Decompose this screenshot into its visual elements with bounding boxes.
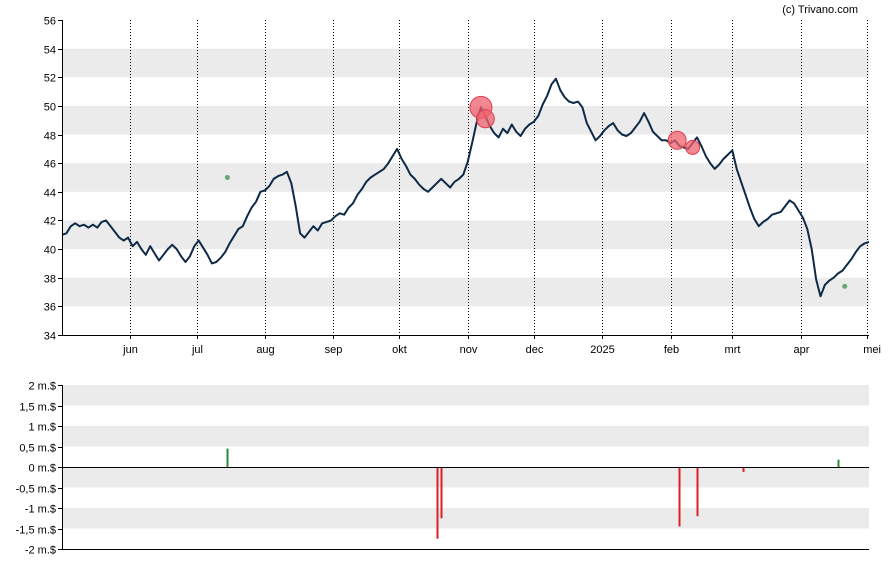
x-tick-label: apr <box>794 344 810 356</box>
price-y-tick-label: 52 <box>44 73 56 85</box>
price-y-tick-labels: 34 36 38 40 42 44 46 48 50 52 54 56 <box>44 16 56 343</box>
price-panel-bands <box>62 48 869 307</box>
x-tick-label: sep <box>325 344 343 356</box>
buy-marker <box>224 175 230 180</box>
x-tick-label: aug <box>256 344 274 356</box>
volume-y-tick-label: -0,5 m.$ <box>16 484 56 496</box>
volume-bars <box>226 448 840 539</box>
volume-y-tick-label: -2 m.$ <box>25 545 56 557</box>
volume-band <box>62 426 869 447</box>
price-y-tick-label: 36 <box>44 302 56 314</box>
sell-marker <box>667 130 687 150</box>
price-band <box>62 48 869 78</box>
price-y-tick-label: 56 <box>44 16 56 28</box>
volume-y-tick-label: -1 m.$ <box>25 504 56 516</box>
x-tick-label: dec <box>526 344 544 356</box>
volume-y-tick-label: -1,5 m.$ <box>16 525 56 537</box>
x-tick-label: nov <box>460 344 478 356</box>
credit-label: (c) Trivano.com <box>782 4 858 16</box>
price-y-tick-label: 38 <box>44 274 56 286</box>
sell-marker <box>475 109 495 129</box>
signal-markers <box>224 95 848 289</box>
x-tick-label: jul <box>191 344 203 356</box>
price-band <box>62 277 869 307</box>
price-y-tick-label: 54 <box>44 45 56 57</box>
x-tick-labels: jun jul aug sep okt nov dec 2025 feb mrt apr mei <box>122 344 881 356</box>
volume-y-tick-label: 2 m.$ <box>28 381 56 393</box>
volume-y-tick-label: 0 m.$ <box>28 463 56 475</box>
volume-y-tick-label: 1,5 m.$ <box>19 402 56 414</box>
volume-band <box>62 467 869 488</box>
price-series-line <box>61 77 870 298</box>
volume-y-tick-label: 1 m.$ <box>28 422 56 434</box>
x-tick-label: mrt <box>725 344 741 356</box>
axes <box>58 20 869 550</box>
price-y-tick-label: 50 <box>44 102 56 114</box>
volume-y-tick-label: 0,5 m.$ <box>19 443 56 455</box>
x-tick-label: okt <box>392 344 407 356</box>
x-tick-label: jun <box>122 344 138 356</box>
price-band <box>62 105 869 135</box>
price-y-tick-label: 42 <box>44 216 56 228</box>
x-tick-label: mei <box>863 344 881 356</box>
price-y-tick-label: 34 <box>44 331 56 343</box>
volume-y-tick-labels: 2 m.$ 1,5 m.$ 1 m.$ 0,5 m.$ 0 m.$ -0,5 m.$ -1 … <box>16 381 56 557</box>
price-y-tick-label: 40 <box>44 245 56 257</box>
buy-marker <box>842 283 848 289</box>
price-y-tick-label: 48 <box>44 131 56 143</box>
volume-band <box>62 385 869 406</box>
price-y-tick-label: 46 <box>44 159 56 171</box>
x-tick-label: 2025 <box>590 344 614 356</box>
volume-band <box>62 508 869 529</box>
sell-marker <box>685 139 701 155</box>
x-tick-label: feb <box>664 344 679 356</box>
volume-panel-bands <box>62 385 869 529</box>
price-y-tick-label: 44 <box>44 188 56 200</box>
price-band <box>62 220 869 250</box>
